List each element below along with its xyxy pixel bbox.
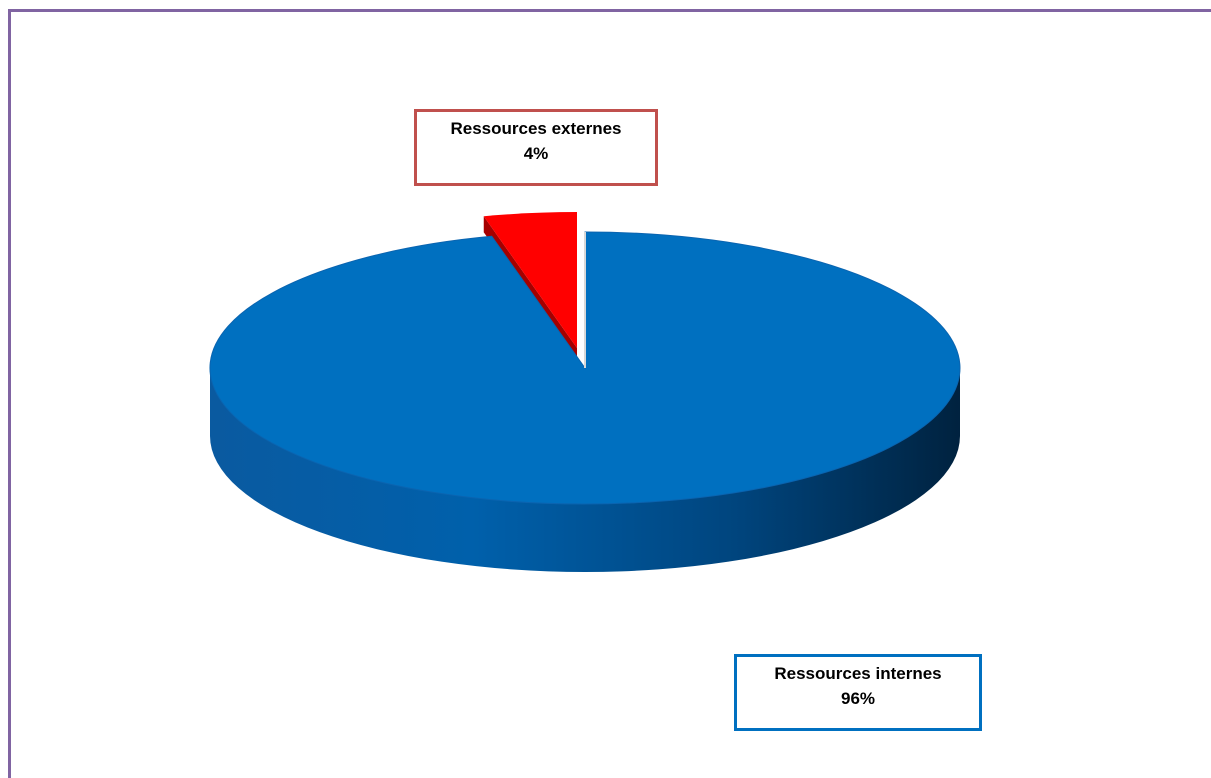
slice-percent-label: 4%: [523, 144, 549, 163]
data-label-ressources-internes: Ressources internes 96%: [734, 654, 982, 731]
slice-name-label: Ressources externes: [450, 119, 622, 138]
slice-percent-label: 96%: [840, 689, 876, 708]
pie-slice-side-ressources-internes: [210, 368, 960, 572]
data-label-ressources-externes: Ressources externes 4%: [414, 109, 658, 186]
slice-name-label: Ressources internes: [774, 664, 942, 683]
chart-frame: [8, 9, 1211, 778]
pie-slice-ressources-externes: [483, 212, 577, 348]
